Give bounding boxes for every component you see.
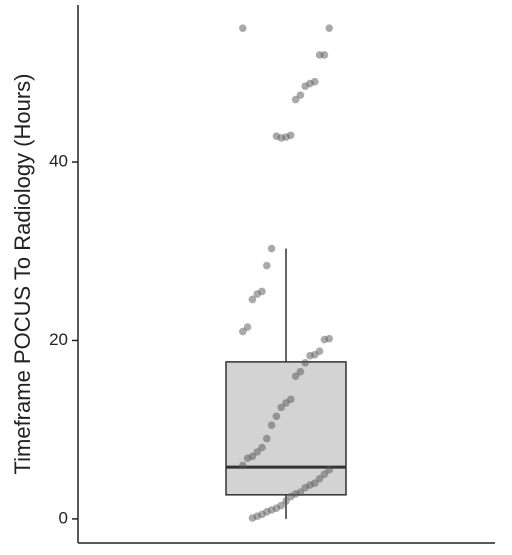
- point: [243, 454, 252, 463]
- point: [248, 295, 257, 304]
- point: [315, 51, 324, 59]
- point: [301, 358, 310, 367]
- point: [306, 351, 314, 360]
- point: [291, 95, 300, 104]
- point: [287, 492, 295, 501]
- point: [263, 261, 271, 270]
- point: [282, 399, 290, 407]
- point: [253, 290, 261, 298]
- point: [267, 421, 276, 430]
- point: [301, 483, 310, 492]
- point: [282, 497, 290, 505]
- point: [239, 24, 247, 32]
- point: [296, 367, 305, 376]
- y-tick-label: 0: [59, 508, 68, 527]
- point: [253, 448, 261, 456]
- point: [325, 466, 334, 474]
- point: [301, 82, 310, 90]
- point: [272, 132, 281, 140]
- point: [277, 403, 286, 412]
- point: [239, 327, 247, 336]
- point: [272, 412, 281, 421]
- point: [320, 470, 329, 479]
- point: [263, 434, 271, 443]
- point: [239, 461, 247, 470]
- y-tick-label: 40: [49, 152, 68, 171]
- y-tick-label: 20: [49, 330, 68, 349]
- point: [291, 372, 300, 380]
- point: [315, 474, 324, 483]
- point: [248, 514, 257, 522]
- point: [325, 24, 334, 32]
- point: [320, 335, 329, 344]
- y-axis-label: Timeframe POCUS To Radiology (Hours): [10, 73, 35, 474]
- point: [258, 443, 266, 452]
- point: [296, 91, 305, 99]
- point: [267, 244, 276, 253]
- point: [243, 323, 252, 331]
